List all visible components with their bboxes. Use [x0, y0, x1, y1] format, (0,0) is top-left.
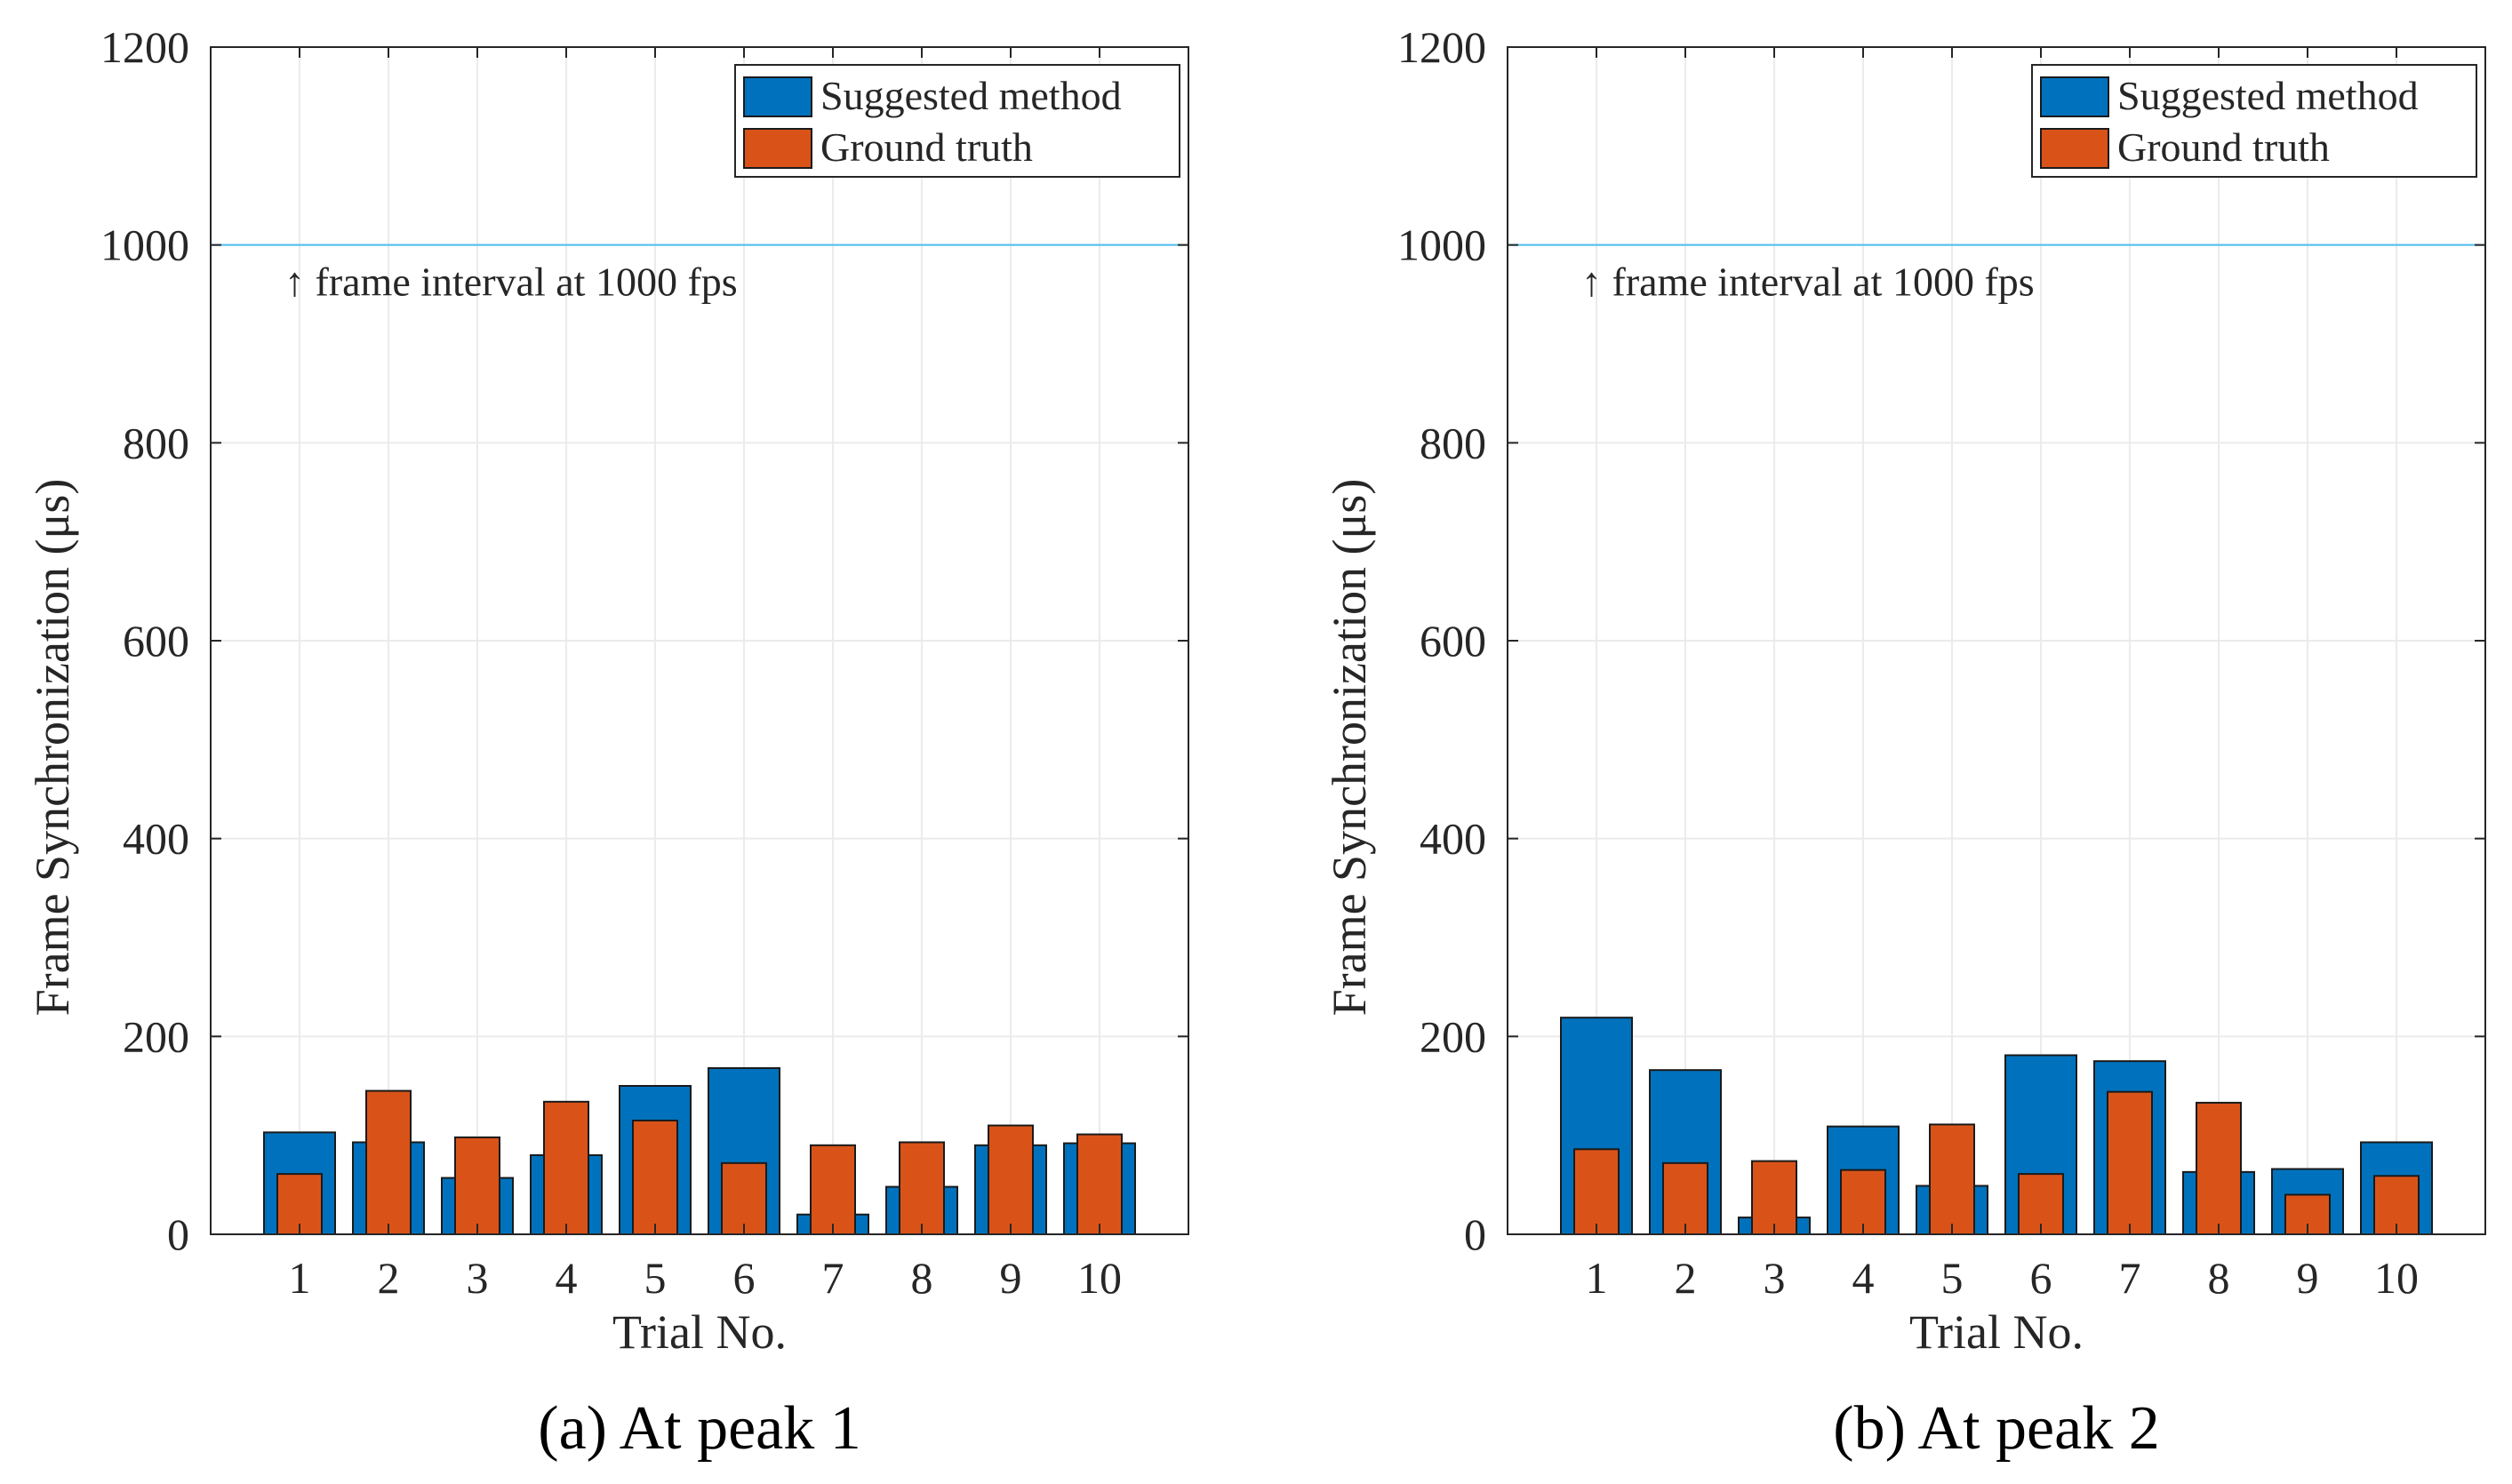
bar-ground-truth — [1751, 1160, 1797, 1235]
y-axis-label: Frame Synchronization (μs) — [1323, 479, 1376, 1017]
y-tick-label: 200 — [123, 1011, 189, 1061]
bar-ground-truth — [721, 1161, 767, 1235]
legend-swatch — [2040, 76, 2109, 117]
x-tick-label: 6 — [2030, 1253, 2052, 1303]
x-tick-label: 4 — [1852, 1253, 1875, 1303]
legend-entry: Ground truth — [820, 124, 1033, 170]
bar-ground-truth — [1076, 1133, 1123, 1236]
y-tick-label: 0 — [167, 1209, 189, 1259]
x-tick-label: 1 — [1586, 1253, 1608, 1303]
chart-peak-2: ↑ frame interval at 1000 fps 0 200 400 600 80… — [1323, 22, 2486, 1463]
bar-ground-truth — [454, 1136, 500, 1235]
x-tick-label: 7 — [822, 1253, 844, 1303]
y-tick-label: 1200 — [1397, 22, 1486, 72]
legend-swatch — [743, 76, 812, 117]
x-tick-label: 9 — [2297, 1253, 2319, 1303]
bar-ground-truth — [810, 1144, 856, 1236]
y-tick-label: 1000 — [1397, 220, 1486, 270]
y-tick-label: 0 — [1464, 1209, 1486, 1259]
legend-entry: Suggested method — [820, 73, 1122, 118]
y-tick-label: 800 — [123, 418, 189, 467]
bar-ground-truth — [988, 1124, 1034, 1235]
figure-caption: (a) At peak 1 — [538, 1394, 860, 1463]
legend-swatch — [2040, 128, 2109, 169]
reference-line-label: ↑ frame interval at 1000 fps — [284, 259, 738, 305]
x-tick-label: 4 — [556, 1253, 578, 1303]
y-tick-label: 1000 — [100, 220, 189, 270]
figure-caption: (b) At peak 2 — [1833, 1394, 2159, 1463]
y-tick-label: 400 — [1420, 814, 1486, 864]
x-tick-label: 8 — [2208, 1253, 2230, 1303]
y-tick-label: 400 — [123, 814, 189, 864]
x-tick-label: 1 — [289, 1253, 311, 1303]
bar-ground-truth — [899, 1141, 945, 1235]
x-axis-label: Trial No. — [612, 1305, 787, 1359]
y-tick-label: 600 — [1420, 616, 1486, 666]
x-axis-label: Trial No. — [1909, 1305, 2084, 1359]
bar-ground-truth — [1929, 1123, 1975, 1236]
legend-entry: Suggested method — [2117, 73, 2419, 118]
x-tick-label: 3 — [1764, 1253, 1786, 1303]
bar-ground-truth — [365, 1089, 412, 1235]
x-tick-label: 2 — [1675, 1253, 1697, 1303]
y-tick-label: 200 — [1420, 1011, 1486, 1061]
bar-ground-truth — [2196, 1101, 2242, 1235]
bar-ground-truth — [2107, 1090, 2153, 1236]
x-tick-label: 9 — [1000, 1253, 1022, 1303]
x-tick-label: 5 — [644, 1253, 667, 1303]
reference-line-label: ↑ frame interval at 1000 fps — [1581, 259, 2035, 305]
x-tick-label: 10 — [2374, 1253, 2419, 1303]
x-tick-label: 3 — [467, 1253, 489, 1303]
x-tick-label: 5 — [1941, 1253, 1964, 1303]
x-tick-label: 2 — [378, 1253, 400, 1303]
legend-swatch — [743, 128, 812, 169]
chart-peak-1: ↑ frame interval at 1000 fps 0 200 400 600 80… — [26, 22, 1189, 1463]
legend-entry: Ground truth — [2117, 124, 2330, 170]
bar-ground-truth — [1662, 1161, 1708, 1235]
x-tick-label: 6 — [733, 1253, 756, 1303]
y-tick-label: 600 — [123, 616, 189, 666]
x-tick-label: 8 — [911, 1253, 933, 1303]
x-tick-label: 7 — [2119, 1253, 2141, 1303]
y-tick-label: 1200 — [100, 22, 189, 72]
x-tick-label: 10 — [1077, 1253, 1122, 1303]
y-axis-label: Frame Synchronization (μs) — [26, 479, 79, 1017]
bar-ground-truth — [632, 1119, 678, 1236]
y-tick-label: 800 — [1420, 418, 1486, 467]
bar-ground-truth — [543, 1100, 589, 1236]
bar-ground-truth — [1573, 1148, 1620, 1235]
